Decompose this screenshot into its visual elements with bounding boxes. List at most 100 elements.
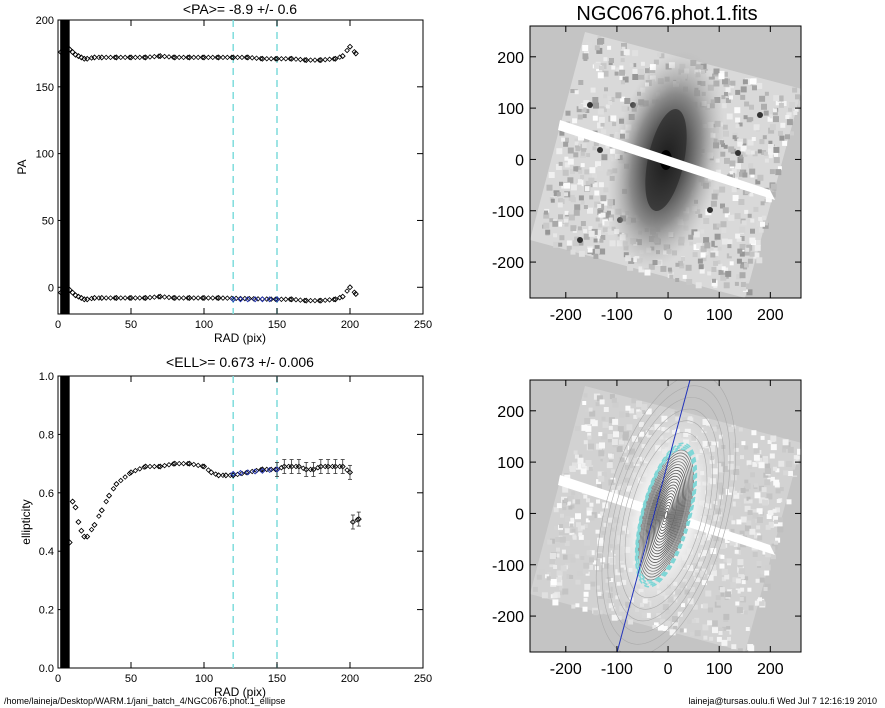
ellipse-fit-image xyxy=(530,380,801,652)
center-dense-band xyxy=(60,20,70,314)
ell-ylabel: ellipticity xyxy=(19,499,33,544)
ell-xtick-0: 0 xyxy=(55,673,61,685)
pa-point-2-6 xyxy=(273,296,281,303)
ell-points xyxy=(60,376,362,668)
ell-xtick-2: 100 xyxy=(195,673,213,685)
ell-point-0-32 xyxy=(339,463,346,470)
ell-point-0-34 xyxy=(349,518,356,526)
ell-point-0-4 xyxy=(78,527,85,534)
ell-point-0-3 xyxy=(75,518,82,526)
pa-point-0-29 xyxy=(346,43,354,50)
ell-point-1-4 xyxy=(259,467,266,474)
pa-point-0-1 xyxy=(60,50,67,57)
ell-point-0-5 xyxy=(81,533,88,540)
ell-ytick-3: 0.6 xyxy=(39,488,54,500)
img-top-ytick-1: -100 xyxy=(492,204,524,221)
image-title: NGC0676.phot.1.fits xyxy=(576,3,757,25)
pa-xtick-5: 250 xyxy=(414,319,432,331)
img-top-ytick-0: -200 xyxy=(492,255,524,272)
ell-plot-frame xyxy=(57,375,424,669)
pa-point-2-3 xyxy=(252,296,259,303)
ell-xtick-5: 250 xyxy=(414,673,432,685)
ell-point-0-26 xyxy=(295,463,302,470)
img-top-xtick-1: -100 xyxy=(601,307,633,324)
ell-point-1-5 xyxy=(266,466,273,474)
pa-ytick-1: 50 xyxy=(42,215,54,227)
image-panel-bottom: -200 -100 0 100 200 -200 -100 0 100 200 xyxy=(492,379,802,678)
ell-point-0-6 xyxy=(84,533,91,540)
ell-point-0-7 xyxy=(91,521,98,528)
ell-point-0-15 xyxy=(186,460,193,467)
pa-xtick-4: 200 xyxy=(341,319,359,331)
pa-ytick-4: 200 xyxy=(36,15,54,27)
ell-point-0-16 xyxy=(200,463,208,470)
pa-point-2-0 xyxy=(230,296,237,303)
ell-point-1-0 xyxy=(230,470,237,477)
pa-point-0-4 xyxy=(69,49,76,56)
ell-point-0-9 xyxy=(106,492,113,499)
ell-point-0-0 xyxy=(66,539,73,546)
img-top-ytick-2: 0 xyxy=(515,152,524,169)
pa-panel: <PA>= -8.9 +/- 0.6 0 50 100 150 200 250 0 50 100… xyxy=(15,1,432,345)
pa-points xyxy=(58,20,359,314)
center-dense-band xyxy=(60,376,70,668)
ell-xtick-3: 150 xyxy=(268,673,286,685)
ell-ytick-0: 0.0 xyxy=(39,663,54,675)
pa-point-1-9 xyxy=(84,296,91,303)
ell-xtick-1: 50 xyxy=(125,673,137,685)
img-top-xtick-0: -200 xyxy=(550,307,582,324)
ell-point-1-3 xyxy=(252,468,259,475)
pa-xlabel: RAD (pix) xyxy=(214,331,266,345)
img-bottom-ytick-4: 200 xyxy=(497,404,524,421)
ell-point-0-28 xyxy=(310,466,317,473)
pa-ytick-2: 100 xyxy=(36,149,54,161)
pa-point-1-24 xyxy=(332,296,339,303)
pa-range-lines xyxy=(232,20,278,314)
pa-point-0-28 xyxy=(339,53,346,60)
pa-point-1-26 xyxy=(346,284,354,291)
pa-ylabel: PA xyxy=(15,159,29,174)
ell-point-0-13 xyxy=(157,463,164,470)
image-frame-top xyxy=(529,25,802,299)
pa-plot-frame xyxy=(57,19,424,315)
img-bottom-xtick-0: -200 xyxy=(550,661,582,678)
galaxy-image xyxy=(530,26,801,298)
pa-xtick-1: 50 xyxy=(125,319,137,331)
footer-path: /home/laineja/Desktop/WARM.1/jani_batch_… xyxy=(4,696,286,706)
pa-point-0-9 xyxy=(84,55,91,62)
img-bottom-xtick-3: 100 xyxy=(706,661,733,678)
pa-point-1-1 xyxy=(60,290,67,297)
ell-point-1-1 xyxy=(237,469,244,476)
pa-ytick-3: 150 xyxy=(36,82,54,94)
ell-ytick-5: 1.0 xyxy=(39,371,54,383)
pa-point-2-5 xyxy=(266,296,273,303)
img-bottom-ytick-3: 100 xyxy=(497,455,524,472)
ell-ytick-1: 0.2 xyxy=(39,605,54,617)
pa-title: <PA>= -8.9 +/- 0.6 xyxy=(183,1,297,17)
ell-point-0-35 xyxy=(355,516,362,523)
pa-point-0-8 xyxy=(81,55,88,62)
pa-xtick-3: 150 xyxy=(268,319,286,331)
img-bottom-ytick-1: -100 xyxy=(492,558,524,575)
ell-point-0-8 xyxy=(98,507,105,514)
pa-point-2-1 xyxy=(237,296,244,303)
img-top-xtick-3: 100 xyxy=(706,307,733,324)
img-bottom-xtick-2: 0 xyxy=(664,661,673,678)
ell-ytick-4: 0.8 xyxy=(39,429,54,441)
pa-point-1-3 xyxy=(66,286,73,293)
img-top-ytick-3: 100 xyxy=(497,101,524,118)
ell-range-lines xyxy=(232,376,278,668)
image-panel-top: NGC0676.phot.1.fits -200 -100 0 100 200 -200 -… xyxy=(492,3,802,324)
ell-point-0-33 xyxy=(346,469,354,476)
ell-point-1-6 xyxy=(273,466,281,473)
ell-point-0-2 xyxy=(72,504,79,511)
pa-point-2-4 xyxy=(259,296,266,303)
pa-xtick-2: 100 xyxy=(195,319,213,331)
pa-point-1-4 xyxy=(69,289,76,296)
ell-title: <ELL>= 0.673 +/- 0.006 xyxy=(166,354,314,370)
ell-point-0-1 xyxy=(69,498,76,505)
ell-xlabel: RAD (pix) xyxy=(214,685,266,699)
img-top-xtick-4: 200 xyxy=(757,307,784,324)
img-top-ytick-4: 200 xyxy=(497,50,524,67)
